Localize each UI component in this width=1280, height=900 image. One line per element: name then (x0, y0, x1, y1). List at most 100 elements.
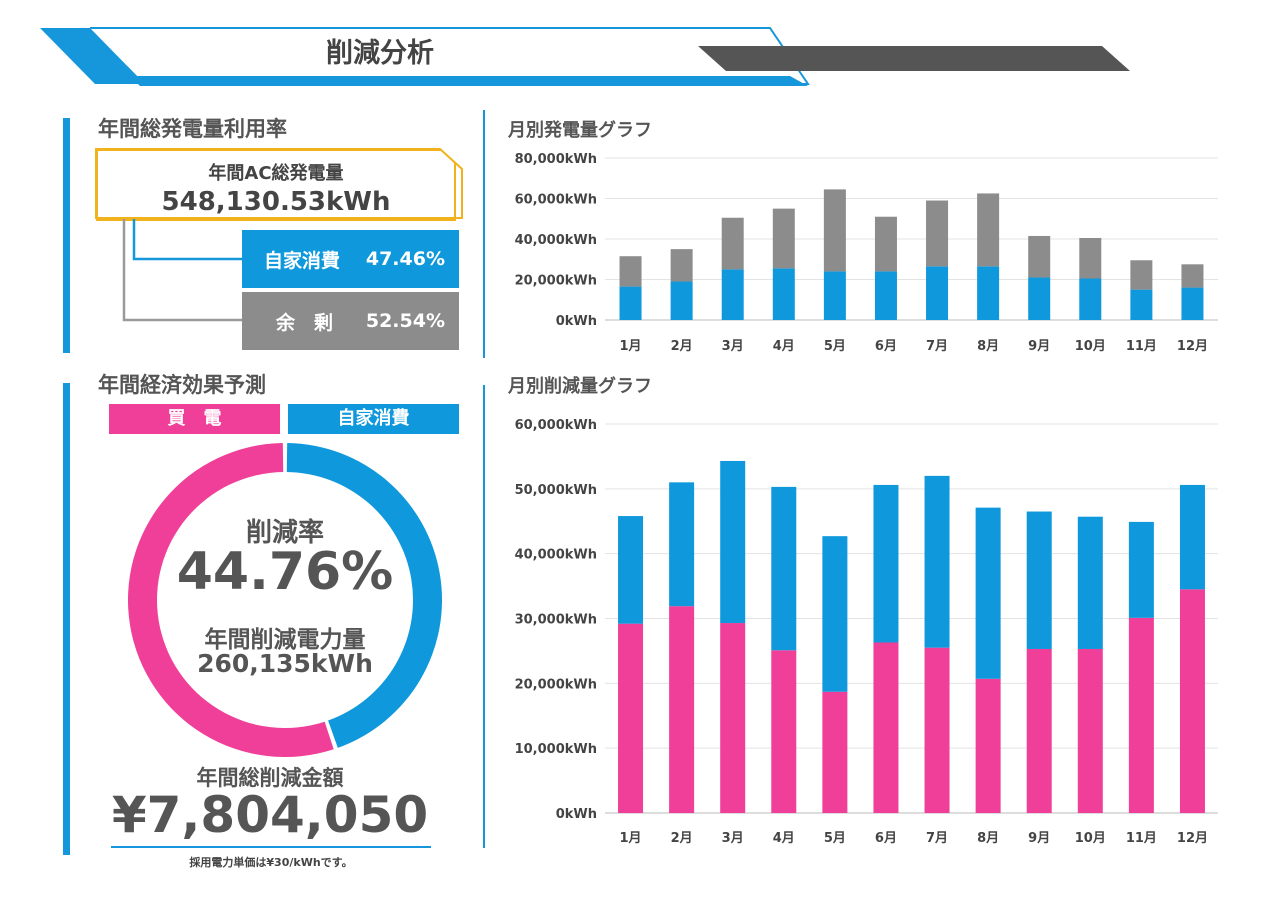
reduction-rate-label: 削減率 (245, 518, 324, 548)
utilization-title: 年間総発電量利用率 (98, 117, 287, 141)
y-tick-label: 20,000kWh (515, 677, 597, 692)
bar-segment-1 (771, 650, 797, 813)
bar-segment-2 (1130, 260, 1153, 290)
bar-segment-1 (670, 281, 693, 320)
x-tick-label: 5月 (824, 831, 846, 846)
x-tick-label: 1月 (620, 831, 642, 846)
bar-segment-1 (873, 642, 899, 813)
bar-segment-2 (822, 536, 848, 692)
x-tick-label: 8月 (977, 339, 999, 354)
bar-segment-1 (619, 286, 642, 320)
bar-segment-1 (874, 271, 897, 320)
ac-total-value: 548,130.53kWh (161, 187, 391, 217)
bar-segment-2 (772, 208, 795, 269)
economy-title: 年間経済効果予測 (98, 373, 266, 397)
x-tick-label: 1月 (620, 339, 642, 354)
self-consumption-label: 自家消費 (264, 249, 341, 272)
bar-segment-2 (619, 256, 642, 287)
x-tick-label: 6月 (875, 339, 897, 354)
bar-segment-1 (1128, 617, 1154, 813)
bar-segment-1 (669, 606, 695, 813)
y-tick-label: 40,000kWh (515, 548, 597, 563)
bar-segment-2 (1079, 237, 1102, 279)
x-tick-label: 3月 (722, 339, 744, 354)
bar-segment-1 (926, 266, 949, 320)
bar-segment-2 (873, 484, 899, 643)
y-tick-label: 40,000kWh (515, 233, 597, 248)
bar-segment-2 (1077, 516, 1103, 649)
surplus-value: 52.54% (365, 310, 445, 332)
self-consumption-ratio: 自家消費 47.46% (242, 230, 459, 288)
bar-segment-2 (720, 460, 746, 624)
bar-segment-1 (823, 271, 846, 320)
reduction-donut-chart (128, 443, 442, 757)
bar-segment-1 (1077, 648, 1103, 813)
bar-segment-2 (721, 217, 744, 270)
bar-segment-2 (924, 475, 950, 648)
y-tick-label: 0kWh (556, 807, 597, 822)
legend-self-consumption: 自家消費 (288, 404, 459, 434)
bar-segment-2 (669, 482, 695, 607)
surplus-ratio: 余 剰 52.54% (242, 292, 459, 350)
bar-segment-1 (721, 269, 744, 320)
bar-segment-1 (1026, 648, 1052, 813)
section-accent-bar (63, 118, 70, 353)
y-tick-label: 20,000kWh (515, 274, 597, 289)
bar-segment-2 (874, 216, 897, 272)
x-tick-label: 3月 (722, 831, 744, 846)
bar-segment-2 (1028, 235, 1051, 278)
divider-line (483, 385, 485, 848)
x-tick-label: 11月 (1126, 339, 1157, 354)
page-title: 削減分析 (326, 38, 434, 69)
bar-segment-1 (975, 678, 1001, 813)
bar-segment-2 (618, 516, 644, 624)
amount-underline (111, 846, 431, 848)
bar-segment-2 (771, 486, 797, 651)
x-tick-label: 7月 (926, 831, 948, 846)
self-consumption-value: 47.46% (365, 248, 445, 270)
bar-segment-1 (1028, 277, 1051, 320)
donut-segment-self (286, 443, 442, 748)
bar-segment-2 (977, 193, 1000, 267)
ac-box-border (95, 148, 463, 219)
chart-title-monthly-generation: 月別発電量グラフ (508, 120, 652, 141)
section-accent-bar (63, 383, 70, 855)
monthly-reduction-chart: 0kWh 10,000kWh 20,000kWh 30,000kWh 40,000kWh… (515, 418, 1218, 846)
x-tick-label: 2月 (671, 831, 693, 846)
bar-segment-1 (977, 266, 1000, 320)
y-tick-label: 10,000kWh (515, 742, 597, 757)
unit-price-note: 採用電力単価は¥30/kWhです。 (189, 856, 353, 869)
bar-segment-2 (1179, 484, 1205, 590)
x-tick-label: 12月 (1177, 831, 1208, 846)
chart-title-monthly-reduction: 月別削減量グラフ (508, 376, 652, 397)
x-tick-label: 6月 (875, 831, 897, 846)
x-tick-label: 2月 (671, 339, 693, 354)
y-tick-label: 30,000kWh (515, 613, 597, 628)
monthly-generation-chart: 0kWh 20,000kWh 40,000kWh 60,000kWh 80,000kWh… (515, 152, 1218, 354)
y-tick-label: 60,000kWh (515, 418, 597, 433)
x-tick-label: 10月 (1075, 339, 1106, 354)
bar-segment-1 (1179, 589, 1205, 813)
bar-segment-2 (1128, 521, 1154, 618)
ac-total-box: 年間AC総発電量 548,130.53kWh (96, 149, 456, 221)
y-tick-label: 80,000kWh (515, 152, 597, 167)
bar-segment-1 (1130, 289, 1153, 320)
bar-segment-2 (670, 249, 693, 282)
reduction-rate-value: 44.76% (176, 542, 394, 602)
bar-segment-1 (1079, 278, 1102, 320)
connector-lines (122, 219, 242, 322)
legend-buy-electricity: 買電 (109, 404, 280, 434)
bar-segment-1 (618, 623, 644, 813)
bar-segment-1 (720, 623, 746, 813)
bar-segment-2 (926, 200, 949, 267)
x-tick-label: 7月 (926, 339, 948, 354)
bar-segment-2 (1181, 264, 1204, 288)
x-tick-label: 12月 (1177, 339, 1208, 354)
x-tick-label: 4月 (773, 339, 795, 354)
bar-segment-2 (1026, 511, 1052, 649)
annual-reduction-value: 260,135kWh (197, 649, 373, 678)
bar-segment-1 (772, 268, 795, 320)
x-tick-label: 4月 (773, 831, 795, 846)
x-tick-label: 9月 (1028, 339, 1050, 354)
x-tick-label: 11月 (1126, 831, 1157, 846)
